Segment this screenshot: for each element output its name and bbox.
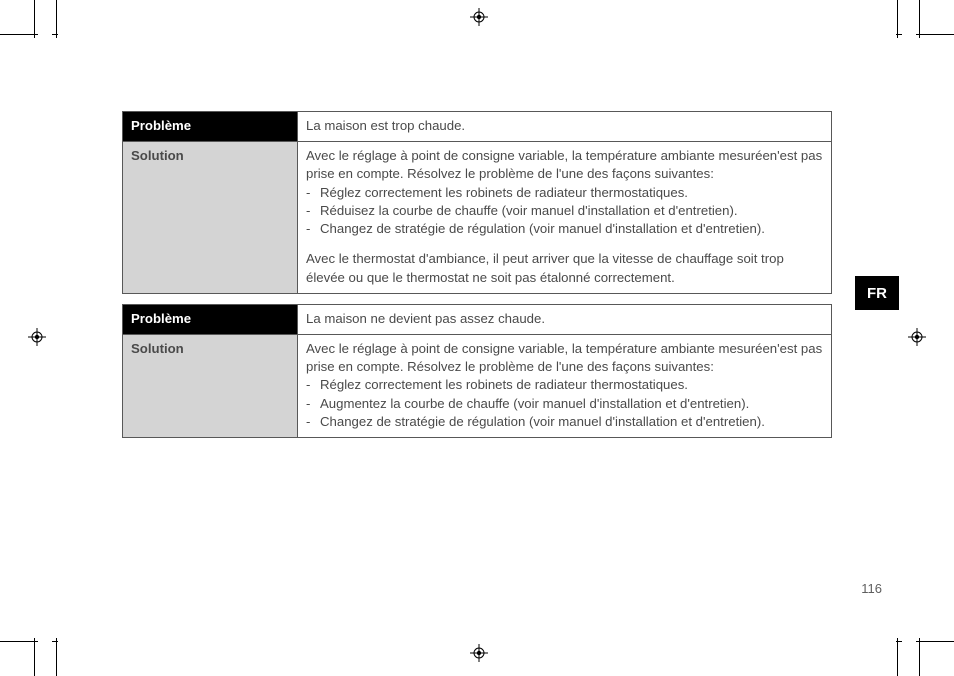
- problem-label: Problème: [123, 112, 298, 142]
- crop-mark: [34, 638, 35, 676]
- crop-mark: [0, 641, 38, 642]
- solution-text: Avec le réglage à point de consigne vari…: [298, 334, 832, 437]
- crop-mark: [897, 0, 898, 38]
- solution-text: Avec le réglage à point de consigne vari…: [298, 142, 832, 294]
- content-area: Problème La maison est trop chaude. Solu…: [122, 111, 832, 448]
- crop-mark: [897, 638, 898, 676]
- crop-mark: [0, 34, 38, 35]
- crop-mark: [916, 34, 954, 35]
- problem-label: Problème: [123, 304, 298, 334]
- registration-mark-icon: [470, 8, 488, 26]
- registration-mark-icon: [908, 328, 926, 346]
- crop-mark: [916, 641, 954, 642]
- problem-text: La maison ne devient pas assez chaude.: [298, 304, 832, 334]
- bullet-item: Augmentez la courbe de chauffe (voir man…: [306, 395, 823, 413]
- bullet-item: Réglez correctement les robinets de radi…: [306, 184, 823, 202]
- solution-label: Solution: [123, 334, 298, 437]
- crop-mark: [919, 638, 920, 676]
- registration-mark-icon: [470, 644, 488, 662]
- crop-mark: [56, 638, 57, 676]
- registration-mark-icon: [28, 328, 46, 346]
- crop-mark: [52, 641, 58, 642]
- bullet-item: Réduisez la courbe de chauffe (voir manu…: [306, 202, 823, 220]
- solution-label: Solution: [123, 142, 298, 294]
- crop-mark: [34, 0, 35, 38]
- crop-mark: [919, 0, 920, 38]
- problem-text: La maison est trop chaude.: [298, 112, 832, 142]
- solution-bullets: Réglez correctement les robinets de radi…: [306, 184, 823, 239]
- troubleshoot-table: Problème La maison est trop chaude. Solu…: [122, 111, 832, 294]
- solution-bullets: Réglez correctement les robinets de radi…: [306, 376, 823, 431]
- manual-page: FR Problème La maison est trop chaude. S…: [0, 0, 954, 676]
- bullet-item: Réglez correctement les robinets de radi…: [306, 376, 823, 394]
- crop-mark: [56, 0, 57, 38]
- page-number: 116: [861, 581, 882, 596]
- solution-intro: Avec le réglage à point de consigne vari…: [306, 147, 823, 183]
- bullet-item: Changez de stratégie de régulation (voir…: [306, 220, 823, 238]
- crop-mark: [52, 34, 58, 35]
- language-tab: FR: [855, 276, 899, 310]
- bullet-item: Changez de stratégie de régulation (voir…: [306, 413, 823, 431]
- solution-outro: Avec le thermostat d'ambiance, il peut a…: [306, 250, 823, 286]
- solution-intro: Avec le réglage à point de consigne vari…: [306, 340, 823, 376]
- troubleshoot-table: Problème La maison ne devient pas assez …: [122, 304, 832, 438]
